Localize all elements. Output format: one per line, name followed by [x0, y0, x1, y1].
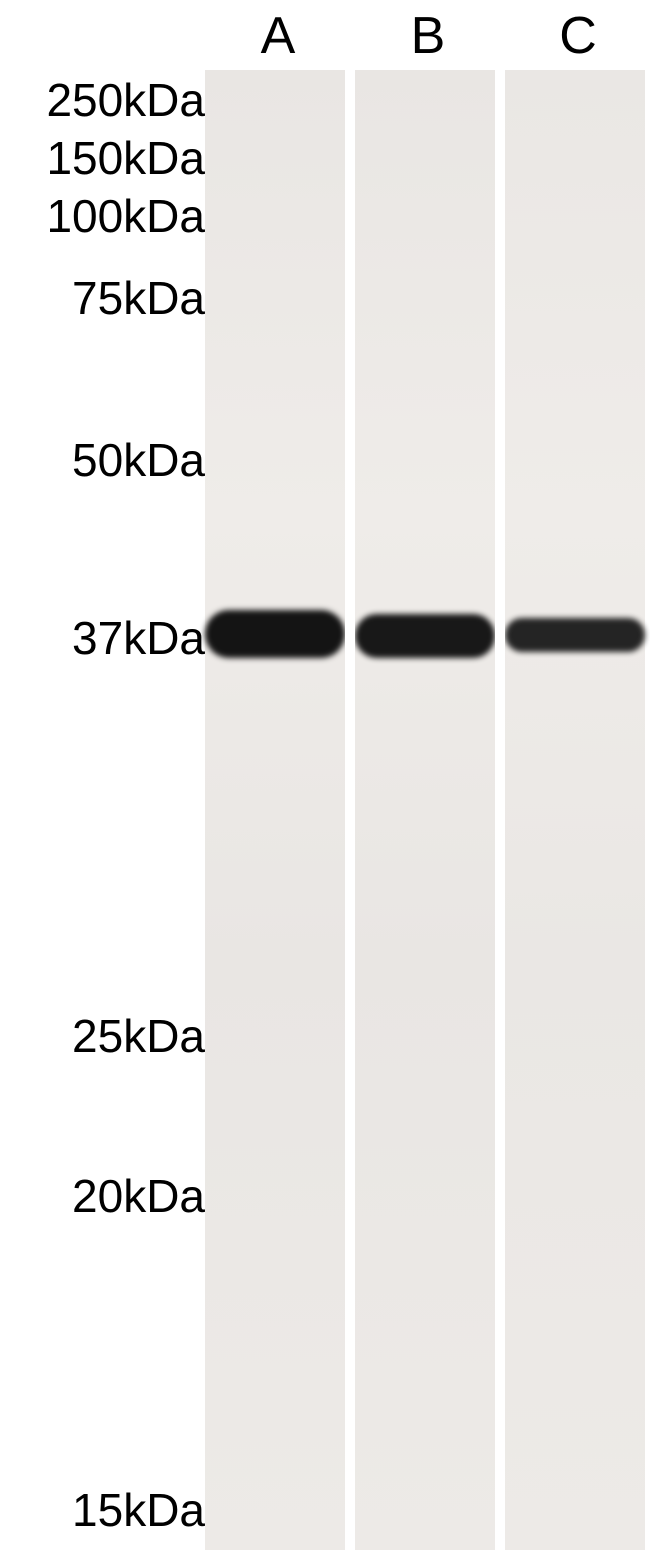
lane-c — [505, 70, 645, 1550]
mw-250: 250kDa — [0, 73, 205, 127]
lane-label-a: A — [248, 6, 308, 66]
lane-a-band — [205, 610, 345, 658]
lane-b-band — [355, 614, 495, 658]
lane-sep-2 — [495, 70, 505, 1550]
mw-100: 100kDa — [0, 189, 205, 243]
blot-figure: A B C 250kDa 150kDa 100kDa 75kDa 50kDa 3… — [0, 0, 650, 1558]
mw-20: 20kDa — [0, 1169, 205, 1223]
blot-membrane — [205, 70, 645, 1550]
lane-b — [355, 70, 495, 1550]
mw-50: 50kDa — [0, 433, 205, 487]
mw-150: 150kDa — [0, 131, 205, 185]
lane-label-c: C — [548, 6, 608, 66]
mw-75: 75kDa — [0, 271, 205, 325]
mw-37: 37kDa — [0, 611, 205, 665]
mw-25: 25kDa — [0, 1009, 205, 1063]
lane-label-b: B — [398, 6, 458, 66]
lane-labels-row: A B C — [0, 0, 650, 70]
lane-sep-1 — [345, 70, 355, 1550]
mw-15: 15kDa — [0, 1483, 205, 1537]
lane-c-bg — [505, 70, 645, 1550]
lane-a — [205, 70, 345, 1550]
lane-b-bg — [355, 70, 495, 1550]
lane-a-bg — [205, 70, 345, 1550]
lane-c-band — [505, 618, 645, 652]
